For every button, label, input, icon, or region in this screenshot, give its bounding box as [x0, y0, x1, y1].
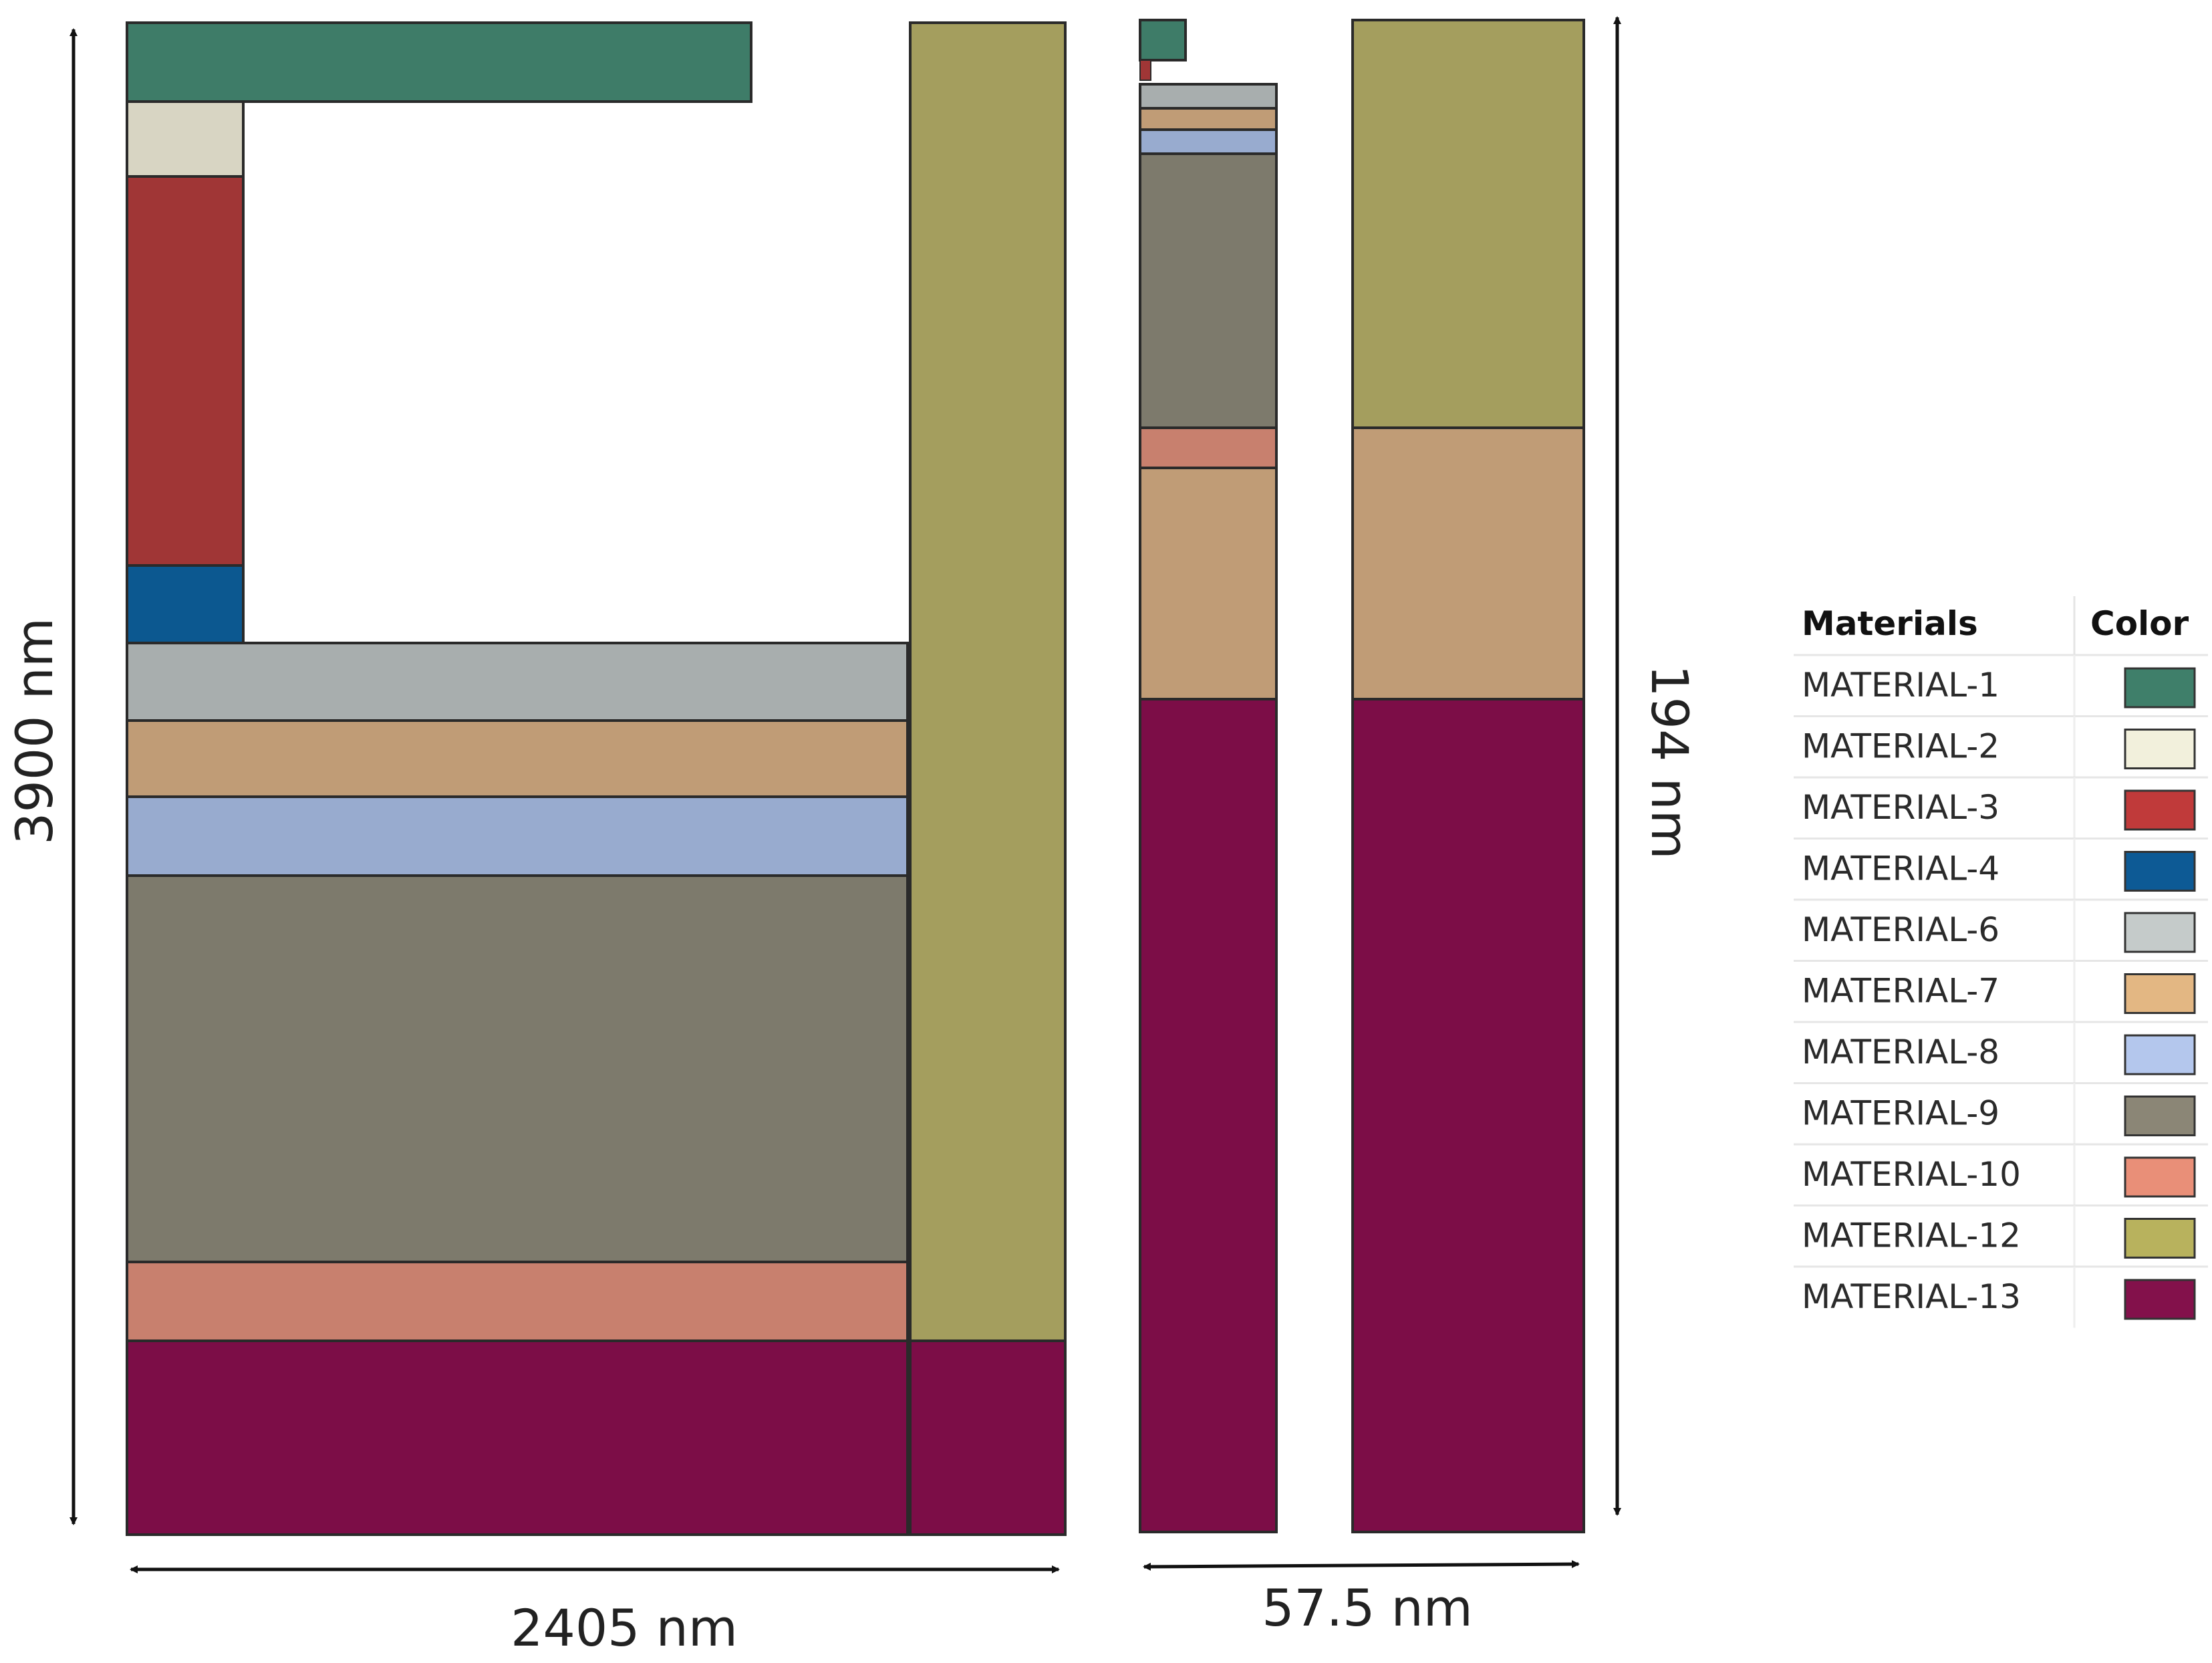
legend-color-swatch — [2124, 1034, 2196, 1075]
legend-label: MATERIAL-6 — [1802, 910, 1999, 949]
legend-color-swatch — [2124, 973, 2196, 1014]
legend-row: MATERIAL-3 — [1794, 776, 2208, 839]
left-structure — [126, 21, 1067, 1536]
left-material-12-column — [909, 21, 1067, 1342]
left-material-13-column-base — [909, 1339, 1067, 1536]
left-material-1-bar — [126, 21, 752, 103]
legend-label: MATERIAL-12 — [1802, 1217, 2021, 1255]
legend-label: MATERIAL-9 — [1802, 1094, 1999, 1133]
left-material-2-block — [126, 100, 245, 178]
left-material-3-block — [126, 175, 245, 567]
right-material-12-column-top — [1351, 19, 1585, 429]
right-material-1-cap — [1139, 19, 1187, 61]
legend-row: MATERIAL-8 — [1794, 1021, 2208, 1083]
materials-legend: Materials Color MATERIAL-1MATERIAL-2MATE… — [1791, 592, 2209, 1328]
left-material-8-layer — [126, 795, 909, 877]
legend-color-swatch — [2124, 1279, 2196, 1320]
width-right-arrow — [1143, 1560, 1580, 1571]
right-structure — [1139, 19, 1585, 1533]
legend-row: MATERIAL-1 — [1794, 654, 2208, 717]
legend-label: MATERIAL-7 — [1802, 972, 1999, 1011]
left-material-9-layer — [126, 874, 909, 1263]
right-material-10-layer — [1139, 426, 1278, 469]
legend-label: MATERIAL-4 — [1802, 850, 1999, 888]
legend-color-swatch — [2124, 912, 2196, 953]
right-material-8-layer — [1139, 128, 1278, 155]
right-material-3-dot — [1139, 59, 1151, 81]
legend-row: MATERIAL-10 — [1794, 1143, 2208, 1206]
left-material-10-layer — [126, 1261, 909, 1342]
right-material-7-layer — [1139, 467, 1278, 700]
legend-row: MATERIAL-7 — [1794, 960, 2208, 1022]
legend-label: MATERIAL-1 — [1802, 666, 1999, 705]
legend-color-swatch — [2124, 851, 2196, 892]
left-material-13-base — [126, 1339, 909, 1536]
legend-header-materials: Materials — [1802, 604, 1978, 643]
legend-background — [1791, 592, 2209, 1325]
width-right-label: 57.5 nm — [1262, 1578, 1473, 1638]
legend-label: MATERIAL-2 — [1802, 727, 1999, 766]
legend-row: MATERIAL-6 — [1794, 898, 2208, 961]
width-left-label: 2405 nm — [511, 1598, 738, 1658]
dimension-arrows — [70, 16, 1621, 1573]
legend-row: MATERIAL-2 — [1794, 715, 2208, 777]
right-material-6-layer — [1139, 83, 1278, 110]
legend-row: MATERIAL-13 — [1794, 1265, 2208, 1328]
legend-color-swatch — [2124, 729, 2196, 769]
legend-label: MATERIAL-3 — [1802, 788, 1999, 827]
right-material-9-layer — [1139, 152, 1278, 429]
legend-row: MATERIAL-4 — [1794, 838, 2208, 900]
height-left-label: 3900 nm — [5, 618, 64, 845]
right-material-13-base — [1139, 698, 1278, 1533]
left-material-7-layer — [126, 719, 909, 798]
legend-color-swatch — [2124, 1096, 2196, 1136]
legend-color-swatch — [2124, 789, 2196, 831]
legend-label: MATERIAL-10 — [1802, 1155, 2021, 1194]
legend-rows: MATERIAL-1 MATERIAL-2 MATERIAL-3 MATERIAL-4… — [1794, 654, 2208, 1328]
height-right-label: 194 nm — [1640, 664, 1699, 859]
legend-row: MATERIAL-12 — [1794, 1204, 2208, 1267]
legend-row: MATERIAL-9 — [1794, 1082, 2208, 1144]
legend-label: MATERIAL-8 — [1802, 1033, 1999, 1071]
right-material-7-column-mid — [1351, 426, 1585, 700]
right-material-7-thin-layer — [1139, 107, 1278, 131]
legend-color-swatch — [2124, 667, 2196, 709]
legend-label: MATERIAL-13 — [1802, 1277, 2021, 1316]
right-material-13-column-base — [1351, 698, 1585, 1533]
legend-color-swatch — [2124, 1218, 2196, 1259]
left-material-6-layer — [126, 642, 909, 722]
left-material-4-block — [126, 564, 245, 644]
legend-color-swatch — [2124, 1156, 2196, 1198]
legend-header-color: Color — [2090, 604, 2189, 643]
